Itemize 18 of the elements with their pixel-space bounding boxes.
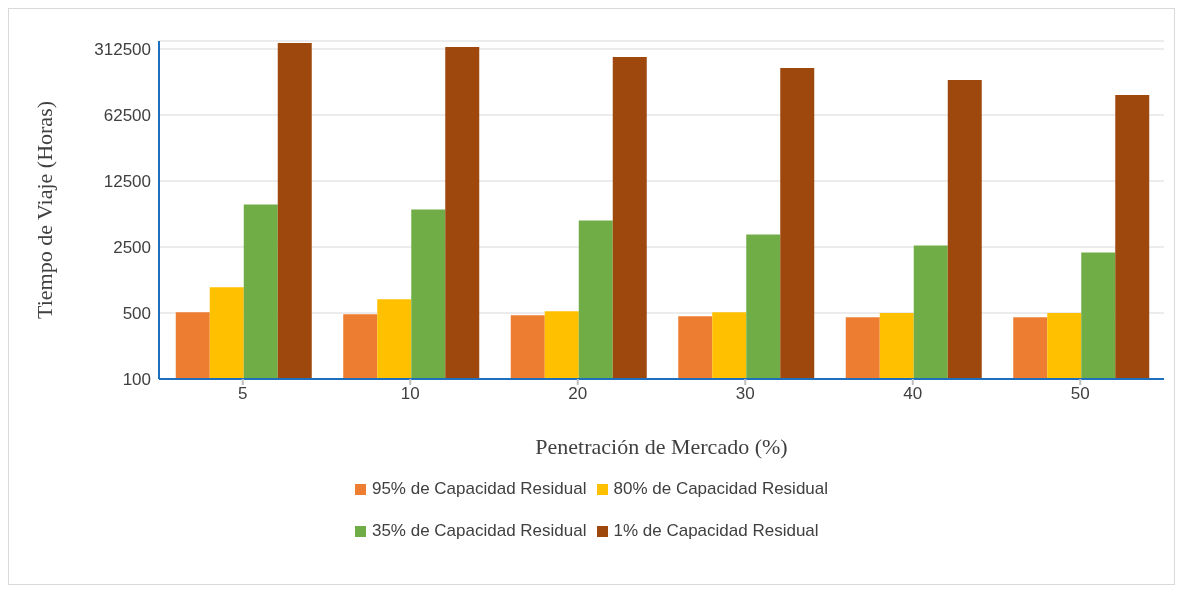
legend-label: 95% de Capacidad Residual — [371, 479, 587, 499]
y-tick-label: 100 — [122, 370, 151, 390]
x-tick-label: 40 — [903, 384, 923, 404]
x-tick-label: 10 — [400, 384, 420, 404]
legend-label: 80% de Capacidad Residual — [613, 479, 829, 499]
legend-label: 35% de Capacidad Residual — [371, 521, 587, 541]
x-tick-label: 30 — [735, 384, 755, 404]
y-tick-label: 2500 — [113, 238, 151, 258]
y-tick-label: 62500 — [103, 106, 151, 126]
x-axis-title: Penetración de Mercado (%) — [535, 434, 788, 459]
y-tick-label: 12500 — [103, 172, 151, 192]
y-axis-title: Tiempo de Viaje (Horas) — [31, 100, 57, 320]
x-tick-label: 20 — [568, 384, 588, 404]
y-tick-label: 312500 — [94, 40, 151, 60]
x-tick-label: 50 — [1070, 384, 1090, 404]
x-tick-label: 5 — [238, 384, 248, 404]
y-tick-label: 500 — [122, 304, 151, 324]
legend-label: 1% de Capacidad Residual — [613, 521, 819, 541]
